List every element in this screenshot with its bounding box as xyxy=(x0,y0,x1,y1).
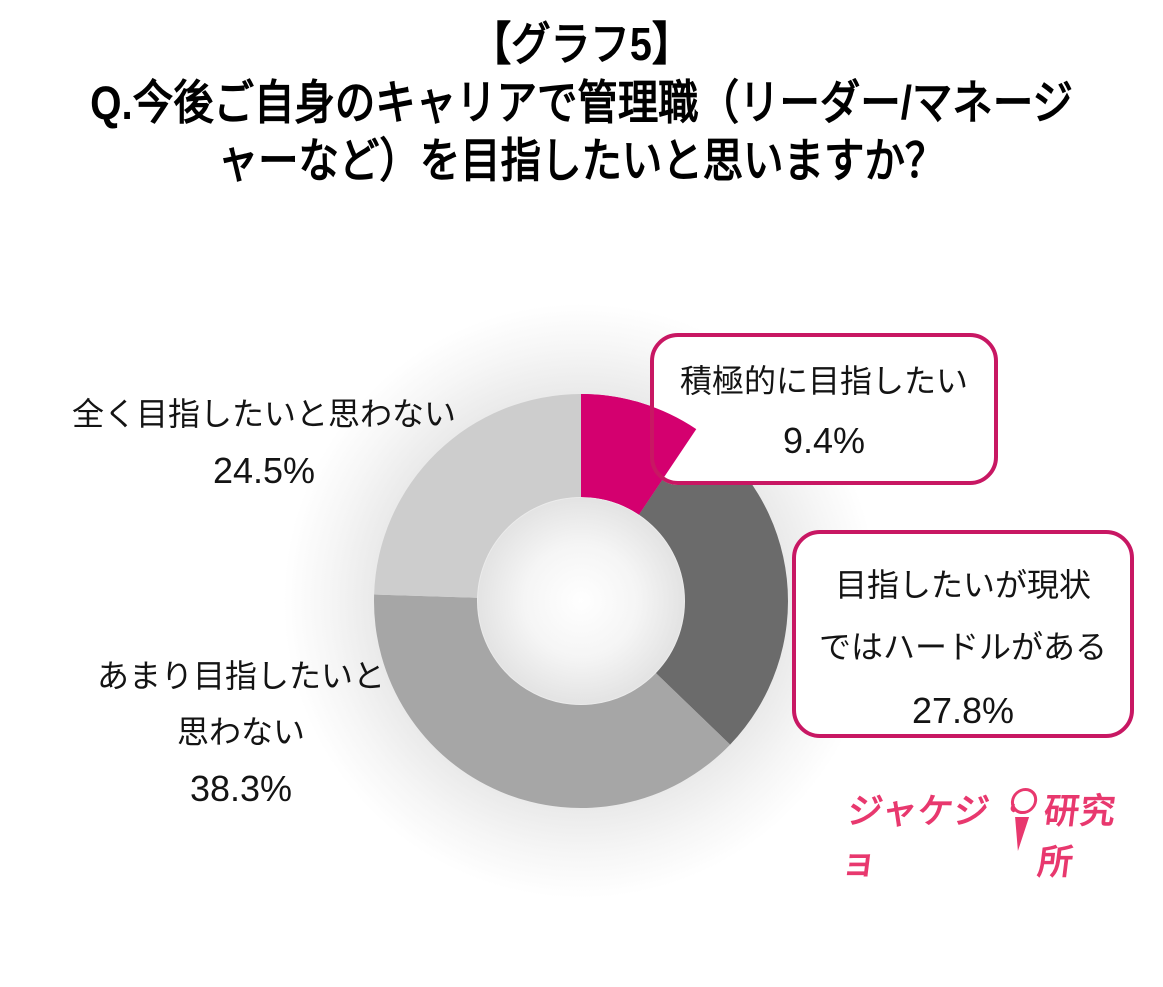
label-not-really-text-line2: 思わない xyxy=(176,714,305,750)
callout-hurdle-text-line2: ではハードルがある xyxy=(818,629,1107,665)
chart-question-line1: Q.今後ご自身のキャリアで管理職（リーダー/マネージ xyxy=(90,76,1073,129)
label-not-at-all-text: 全く目指したいと思わない xyxy=(71,396,456,432)
chart-question-line2: ャーなど）を目指したいと思いますか？ xyxy=(217,134,946,187)
label-not-really-value: 38.3% xyxy=(189,768,293,809)
donut-hole xyxy=(478,498,684,704)
label-not-at-all-value: 24.5% xyxy=(212,450,316,491)
callout-hurdle: 目指したいが現状 ではハードルがある 27.8% xyxy=(792,530,1134,738)
donut-slice-2 xyxy=(373,594,731,809)
callout-hurdle-value: 27.8% xyxy=(911,690,1015,731)
donut-slices xyxy=(373,394,788,809)
chart-title-tag: 【グラフ5】 xyxy=(471,18,692,70)
label-not-really-text-line1: あまり目指したいと xyxy=(96,658,385,694)
callout-positive: 積極的に目指したい 9.4% xyxy=(650,333,998,485)
callout-hurdle-text-line1: 目指したいが現状 xyxy=(834,567,1091,603)
callout-positive-fill xyxy=(650,333,998,485)
logo-person-icon xyxy=(1011,788,1038,851)
chart-title: 【グラフ5】 Q.今後ご自身のキャリアで管理職（リーダー/マネージ ャーなど）を… xyxy=(81,14,1081,190)
callout-positive-value: 9.4% xyxy=(782,420,866,461)
brand-logo: ジャケジョ 研究所 xyxy=(839,784,1141,884)
callout-hurdle-fill xyxy=(792,530,1134,738)
label-not-really: あまり目指したいと 思わない 38.3% xyxy=(52,648,430,818)
label-not-at-all: 全く目指したいと思わない 24.5% xyxy=(58,386,470,500)
logo-text-left: ジャケジョ xyxy=(839,792,993,882)
donut-slice-3 xyxy=(374,394,581,598)
callout-positive-text: 積極的に目指したい xyxy=(679,363,968,399)
logo-text-right: 研究所 xyxy=(1035,792,1119,882)
